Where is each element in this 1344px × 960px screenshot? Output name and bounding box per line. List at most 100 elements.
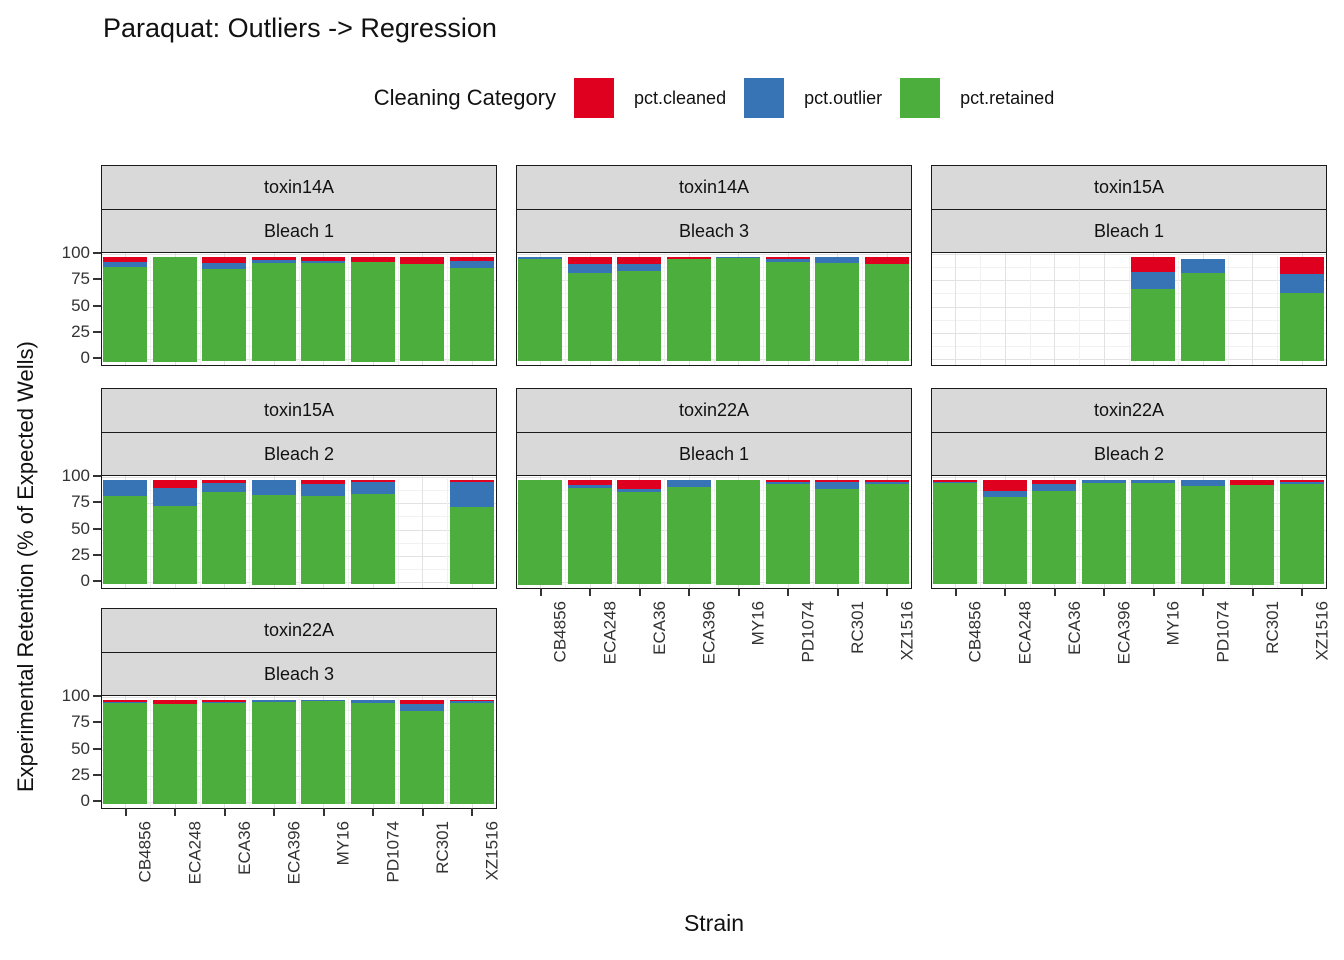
bar-segment-pct.retained xyxy=(103,496,148,585)
bar-XZ1516 xyxy=(449,256,494,362)
bar-segment-pct.outlier xyxy=(1131,272,1176,290)
x-tick-label: ECA396 xyxy=(284,821,304,885)
bar-segment-pct.cleaned xyxy=(982,479,1027,492)
x-axis-tick xyxy=(886,588,889,596)
gridline-minor xyxy=(199,253,201,365)
x-tick-label: ECA248 xyxy=(1015,601,1035,665)
bar-segment-pct.outlier xyxy=(350,699,395,703)
bar-segment-pct.retained xyxy=(301,496,346,585)
gridline-minor xyxy=(614,253,616,365)
bar-ECA36 xyxy=(617,256,662,362)
gridline-major xyxy=(1103,253,1105,365)
bar-segment-pct.outlier xyxy=(567,263,612,274)
y-axis-title: Experimental Retention (% of Expected We… xyxy=(13,341,38,792)
bar-segment-pct.retained xyxy=(864,483,909,585)
bar-segment-pct.retained xyxy=(449,268,494,362)
bar-ECA36 xyxy=(202,479,247,585)
x-axis-tick xyxy=(737,588,740,596)
x-axis-tick xyxy=(322,808,325,816)
bar-segment-pct.retained xyxy=(815,262,860,362)
gridline-minor xyxy=(447,476,448,588)
x-axis-tick xyxy=(787,588,790,596)
bar-segment-pct.retained xyxy=(400,711,445,805)
y-axis-tick xyxy=(93,800,101,802)
y-tick-label: 0 xyxy=(80,571,90,590)
y-tick-label: 100 xyxy=(61,243,90,262)
gridline-minor xyxy=(1029,476,1031,588)
facet-panel-toxin15A-bleach1: toxin15A Bleach 1 xyxy=(931,165,1327,366)
bar-PD1074 xyxy=(350,699,395,805)
facet-strip-bleach: Bleach 3 xyxy=(101,651,497,697)
bar-segment-pct.outlier xyxy=(864,481,909,484)
y-axis-tick xyxy=(93,475,101,477)
x-tick-label: PD1074 xyxy=(1213,601,1233,663)
x-tick-label: CB4856 xyxy=(965,601,985,663)
bar-segment-pct.cleaned xyxy=(864,479,909,482)
x-axis-tick xyxy=(1103,588,1106,596)
gridline-minor xyxy=(565,253,566,365)
y-axis-tick xyxy=(93,721,101,724)
bar-segment-pct.retained xyxy=(982,497,1027,585)
gridline-minor xyxy=(397,476,399,588)
plot-area xyxy=(101,252,497,366)
bar-PD1074 xyxy=(350,479,395,585)
plot-area xyxy=(101,695,497,809)
bar-segment-pct.retained xyxy=(350,702,395,805)
facet-panel-toxin22A-bleach1: toxin22A Bleach 1 xyxy=(516,388,912,589)
gridline-minor xyxy=(397,253,399,365)
x-tick-label: MY16 xyxy=(333,821,353,866)
gridline-minor xyxy=(249,696,250,808)
bar-segment-pct.cleaned xyxy=(617,479,662,489)
x-tick-label: PD1074 xyxy=(798,601,818,663)
bar-XZ1516 xyxy=(864,256,909,362)
bar-segment-pct.retained xyxy=(202,492,247,585)
x-axis-tick xyxy=(638,588,641,596)
bar-XZ1516 xyxy=(1279,479,1324,585)
x-tick-label: MY16 xyxy=(1163,601,1183,646)
x-axis-tick xyxy=(1152,588,1155,596)
bar-segment-pct.retained xyxy=(1279,293,1324,362)
bar-segment-pct.outlier xyxy=(765,481,810,484)
x-axis-tick xyxy=(954,588,957,596)
bar-segment-pct.retained xyxy=(1131,289,1176,362)
x-axis-tick xyxy=(1251,588,1254,596)
x-tick-label: ECA248 xyxy=(185,821,205,885)
bar-segment-pct.cleaned xyxy=(103,699,148,702)
bar-segment-pct.retained xyxy=(716,479,761,585)
y-tick-label: 75 xyxy=(71,712,90,732)
gridline-minor xyxy=(664,476,665,588)
bar-MY16 xyxy=(1131,479,1176,585)
bar-segment-pct.outlier xyxy=(400,703,445,712)
bar-segment-pct.retained xyxy=(617,492,662,585)
gridline-minor xyxy=(980,476,981,588)
facet-strip-toxin: toxin22A xyxy=(931,388,1327,433)
bar-segment-pct.outlier xyxy=(1032,483,1077,492)
facet-panel-toxin22A-bleach3: toxin22A Bleach 3 xyxy=(101,608,497,809)
bar-segment-pct.cleaned xyxy=(350,479,395,482)
x-axis-tick xyxy=(589,588,592,596)
x-axis-tick xyxy=(223,808,226,816)
gridline-minor xyxy=(1277,476,1278,588)
bar-segment-pct.retained xyxy=(765,483,810,585)
y-axis-tick xyxy=(93,747,101,750)
bar-segment-pct.retained xyxy=(152,256,197,362)
bar-segment-pct.retained xyxy=(567,487,612,585)
x-axis-tick xyxy=(471,808,474,816)
x-tick-label: CB4856 xyxy=(550,601,570,663)
bar-segment-pct.outlier xyxy=(815,256,860,263)
x-tick-label: RC301 xyxy=(1262,601,1282,654)
bar-segment-pct.outlier xyxy=(1279,274,1324,294)
legend-swatch-pct.cleaned xyxy=(574,78,615,118)
plot-area xyxy=(101,475,497,589)
bar-segment-pct.outlier xyxy=(1279,481,1324,484)
bar-segment-pct.cleaned xyxy=(202,256,247,263)
gridline-minor xyxy=(348,696,349,808)
legend-label: pct.outlier xyxy=(804,87,883,108)
bar-XZ1516 xyxy=(1279,256,1324,362)
bar-segment-pct.outlier xyxy=(301,483,346,497)
bar-segment-pct.retained xyxy=(1131,482,1176,585)
x-tick-label: ECA396 xyxy=(1114,601,1134,665)
bar-segment-pct.outlier xyxy=(301,699,346,701)
bar-segment-pct.outlier xyxy=(933,481,978,483)
bar-RC301 xyxy=(400,699,445,805)
